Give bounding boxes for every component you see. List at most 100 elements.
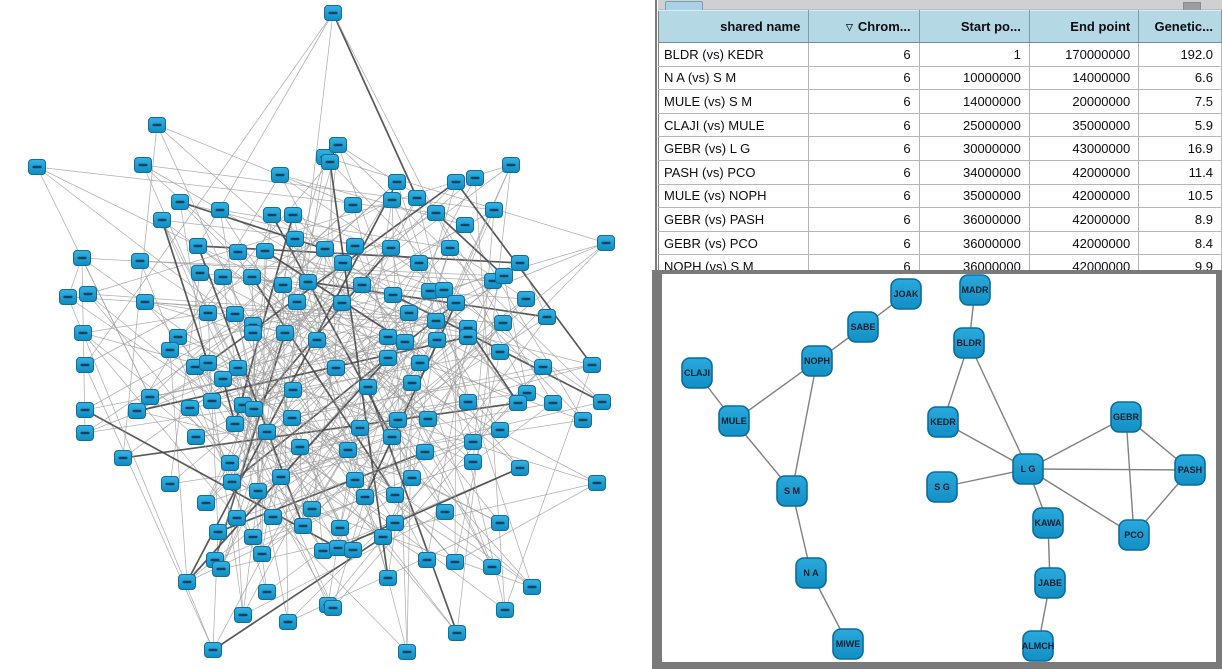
network-node-label (63, 295, 73, 299)
table-cell[interactable]: 6 (808, 42, 920, 67)
table-cell[interactable]: MULE (vs) S M (658, 89, 810, 114)
table-cell[interactable]: PASH (vs) PCO (658, 160, 810, 185)
subnetwork-node-s-m[interactable] (776, 475, 808, 507)
table-row[interactable]: N A (vs) S M 6 10000000 14000000 6.6 (658, 66, 1222, 91)
table-row[interactable]: BLDR (vs) KEDR 6 1 170000000 192.0 (658, 42, 1222, 67)
table-cell[interactable]: 6 (808, 136, 920, 161)
table-cell[interactable]: GEBR (vs) PASH (658, 207, 810, 232)
subnetwork-node-joak[interactable] (890, 278, 922, 310)
table-cell[interactable]: 36000000 (919, 231, 1030, 256)
subnetwork-edge[interactable] (791, 360, 818, 492)
subnetwork-node-almch[interactable] (1022, 630, 1054, 662)
subnetwork-node-pco[interactable] (1118, 519, 1150, 551)
subnetwork-node-jabe[interactable] (1034, 567, 1066, 599)
network-node-label (77, 256, 87, 260)
table-cell[interactable]: 42000000 (1029, 184, 1140, 209)
subnetwork-node-madr[interactable] (959, 274, 991, 306)
table-cell[interactable]: 6 (808, 207, 920, 232)
table-row[interactable]: MULE (vs) S M 6 14000000 20000000 7.5 (658, 89, 1222, 114)
table-cell[interactable]: 42000000 (1029, 231, 1140, 256)
table-cell[interactable]: 6 (808, 89, 920, 114)
table-cell[interactable]: BLDR (vs) KEDR (658, 42, 810, 67)
subnetwork-edge[interactable] (1027, 468, 1135, 536)
column-header-shared-name[interactable]: shared name (658, 10, 810, 43)
table-row[interactable]: MULE (vs) NOPH 6 35000000 42000000 10.5 (658, 184, 1222, 209)
table-cell[interactable]: GEBR (vs) L G (658, 136, 810, 161)
table-cell[interactable]: 192.0 (1138, 42, 1222, 67)
subnetwork-node-n-a[interactable] (795, 557, 827, 589)
network-edge (337, 467, 521, 549)
subnetwork-node-pash[interactable] (1174, 454, 1206, 486)
table-cell[interactable]: 16.9 (1138, 136, 1222, 161)
network-node-label (357, 283, 367, 287)
column-header-chrom-[interactable]: ▽ Chrom... (808, 10, 920, 43)
subnetwork-edge[interactable] (1125, 416, 1135, 536)
table-cell[interactable]: 6 (808, 113, 920, 138)
table-cell[interactable]: 25000000 (919, 113, 1030, 138)
table-cell[interactable]: 5.9 (1138, 113, 1222, 138)
table-cell[interactable]: 6 (808, 160, 920, 185)
table-cell[interactable]: GEBR (vs) PCO (658, 231, 810, 256)
table-cell[interactable]: 42000000 (1029, 160, 1140, 185)
table-cell[interactable]: CLAJI (vs) MULE (658, 113, 810, 138)
subnetwork-node-claji[interactable] (681, 357, 713, 389)
network-node-label (548, 401, 558, 405)
filter-icon[interactable]: ▽ (845, 22, 853, 32)
table-tab[interactable] (665, 1, 703, 10)
subnetwork-node-miwe[interactable] (832, 628, 864, 660)
subnetwork-node-kawa[interactable] (1032, 507, 1064, 539)
subnetwork-canvas[interactable]: JOAK SABE NOPH CLAJI MULE S M N A MIWE MADR BLDR K… (662, 274, 1216, 662)
table-cell[interactable]: N A (vs) S M (658, 66, 810, 91)
table-row[interactable]: GEBR (vs) PCO 6 36000000 42000000 8.4 (658, 231, 1222, 256)
table-cell[interactable]: 43000000 (1029, 136, 1140, 161)
subnetwork-node-gebr[interactable] (1110, 401, 1142, 433)
subnetwork-edge[interactable] (1027, 416, 1127, 470)
subnetwork-node-sabe[interactable] (847, 311, 879, 343)
table-cell[interactable]: 7.5 (1138, 89, 1222, 114)
column-header-genetic-[interactable]: Genetic... (1138, 10, 1222, 43)
node-label: S M (784, 486, 800, 496)
table-row[interactable]: PASH (vs) PCO 6 34000000 42000000 11.4 (658, 160, 1222, 185)
table-cell[interactable]: 35000000 (919, 184, 1030, 209)
network-edge (82, 312, 209, 334)
table-cell[interactable]: 30000000 (919, 136, 1030, 161)
table-cell[interactable]: 36000000 (919, 207, 1030, 232)
main-network-canvas[interactable] (0, 0, 652, 669)
table-row[interactable]: CLAJI (vs) MULE 6 25000000 35000000 5.9 (658, 113, 1222, 138)
subnetwork-node-noph[interactable] (801, 345, 833, 377)
column-header-end-point[interactable]: End point (1029, 10, 1140, 43)
table-cell[interactable]: 14000000 (1029, 66, 1140, 91)
subnetwork-node-l-g[interactable] (1012, 453, 1044, 485)
subnetwork-node-kedr[interactable] (927, 406, 959, 438)
subnetwork-edge[interactable] (1027, 468, 1191, 471)
table-row[interactable]: GEBR (vs) PASH 6 36000000 42000000 8.9 (658, 207, 1222, 232)
subnetwork-node-mule[interactable] (718, 405, 750, 437)
table-cell[interactable]: 170000000 (1029, 42, 1140, 67)
network-node-label (515, 466, 525, 470)
table-cell[interactable]: 6 (808, 184, 920, 209)
table-cell[interactable]: 8.9 (1138, 207, 1222, 232)
network-node-label (587, 363, 597, 367)
table-cell[interactable]: 35000000 (1029, 113, 1140, 138)
table-cell[interactable]: 6.6 (1138, 66, 1222, 91)
table-cell[interactable]: 8.4 (1138, 231, 1222, 256)
table-cell[interactable]: 10.5 (1138, 184, 1222, 209)
subnetwork-node-bldr[interactable] (953, 327, 985, 359)
table-cell[interactable]: 20000000 (1029, 89, 1140, 114)
subnetwork-edge[interactable] (968, 342, 1029, 470)
table-cell[interactable]: 6 (808, 231, 920, 256)
table-cell[interactable]: MULE (vs) NOPH (658, 184, 810, 209)
network-node-label (203, 361, 213, 365)
column-header-start-po-[interactable]: Start po... (919, 10, 1030, 43)
table-cell[interactable]: 34000000 (919, 160, 1030, 185)
network-edge (207, 250, 266, 314)
table-cell[interactable]: 10000000 (919, 66, 1030, 91)
table-cell[interactable]: 42000000 (1029, 207, 1140, 232)
table-row[interactable]: GEBR (vs) L G 6 30000000 43000000 16.9 (658, 136, 1222, 161)
table-cell[interactable]: 6 (808, 66, 920, 91)
table-cell[interactable]: 11.4 (1138, 160, 1222, 185)
table-cell[interactable]: 1 (919, 42, 1030, 67)
subnetwork-node-s-g[interactable] (926, 471, 958, 503)
table-cell[interactable]: 14000000 (919, 89, 1030, 114)
network-node-label (325, 160, 335, 164)
